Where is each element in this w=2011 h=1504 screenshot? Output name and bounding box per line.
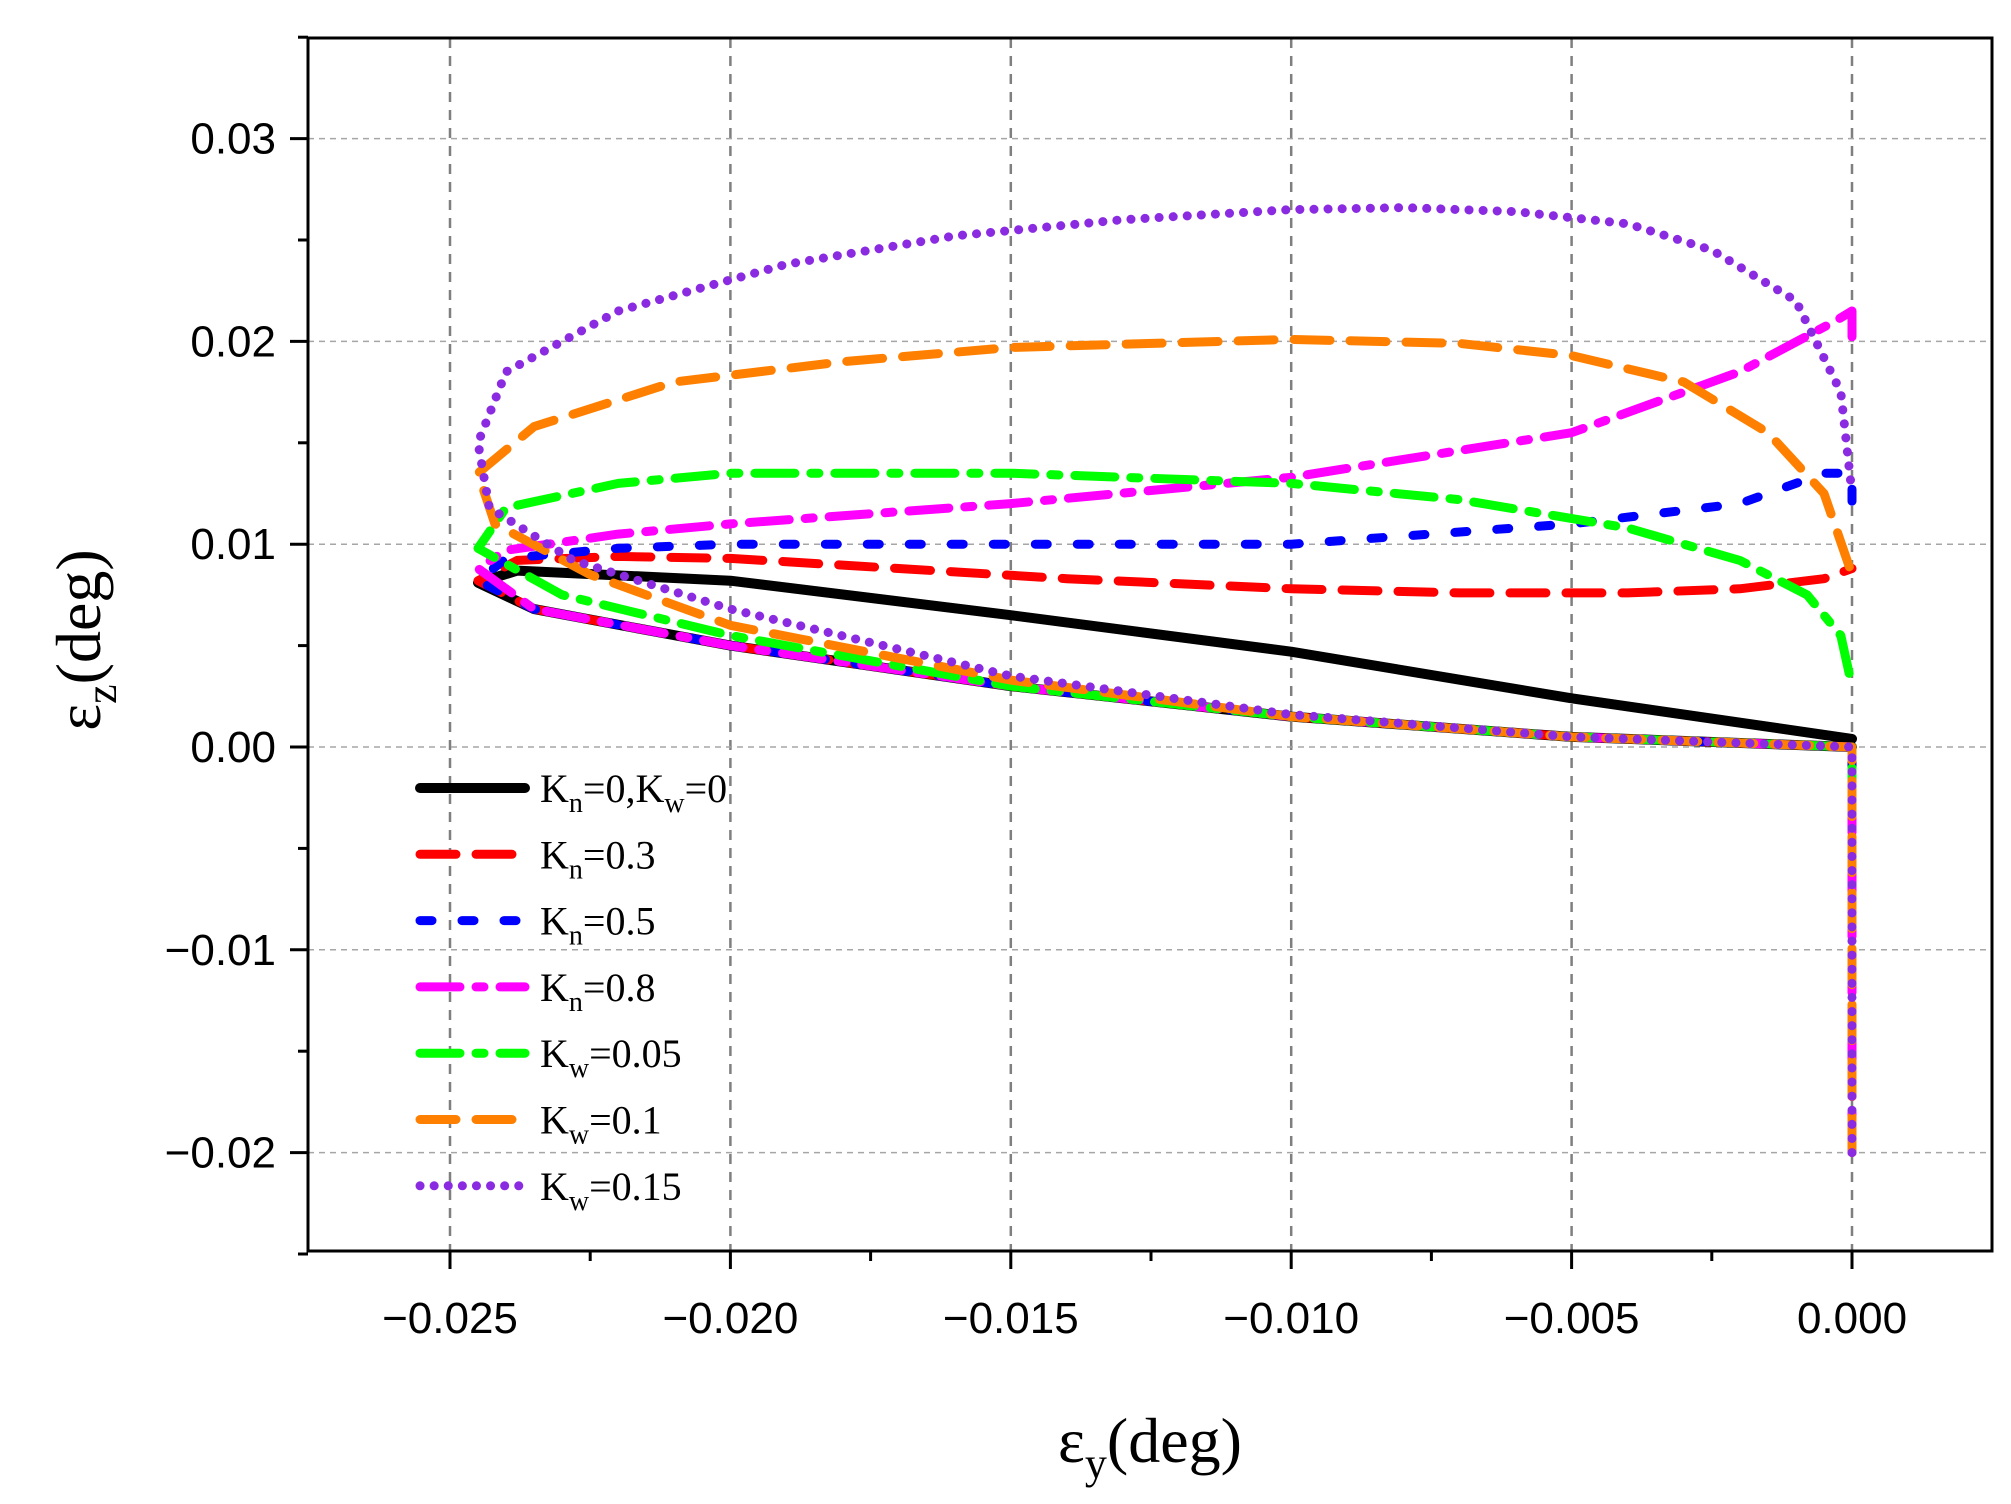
legend-label-7: Kw=0.15 xyxy=(540,1164,682,1217)
x-tick-label: −0.010 xyxy=(1223,1294,1359,1343)
legend-label-5: Kw=0.05 xyxy=(540,1031,682,1084)
y-tick-label: −0.02 xyxy=(165,1129,276,1178)
axes: −0.025 −0.020 −0.015 −0.010 −0.005 0.000 −0.02… xyxy=(165,35,1907,1343)
y-tick-label: 0.01 xyxy=(190,520,276,569)
x-tick-label: −0.020 xyxy=(662,1294,798,1343)
y-tick-label: 0.03 xyxy=(190,115,276,164)
legend-label-6: Kw=0.1 xyxy=(540,1098,662,1151)
y-tick-label: 0.00 xyxy=(190,723,276,772)
legend-label-4: Kn=0.8 xyxy=(540,965,655,1018)
x-tick-label: 0.000 xyxy=(1797,1294,1907,1343)
series-line-3 xyxy=(473,468,1857,813)
x-tick-label: −0.025 xyxy=(382,1294,518,1343)
series-line-7 xyxy=(473,203,1857,1158)
legend: Kn=0,Kw=0 Kn=0.3 Kn=0.5 Kn=0.8 Kw=0.05 Kw=0.1… xyxy=(415,766,727,1217)
y-tick-label: −0.01 xyxy=(165,926,276,975)
grid xyxy=(308,38,1992,1251)
legend-label-2: Kn=0.3 xyxy=(540,832,655,885)
x-axis-title: εy(deg) xyxy=(1058,1405,1242,1488)
legend-label-1: Kn=0,Kw=0 xyxy=(540,766,727,819)
y-tick-label: 0.02 xyxy=(190,317,276,366)
x-tick-label: −0.015 xyxy=(943,1294,1079,1343)
x-tick-label: −0.005 xyxy=(1504,1294,1640,1343)
legend-label-3: Kn=0.5 xyxy=(540,899,655,952)
y-axis-title: εz(deg) xyxy=(43,549,126,730)
series-layer xyxy=(473,203,1857,1158)
axis-titles: εy(deg) εz(deg) xyxy=(43,549,1242,1488)
